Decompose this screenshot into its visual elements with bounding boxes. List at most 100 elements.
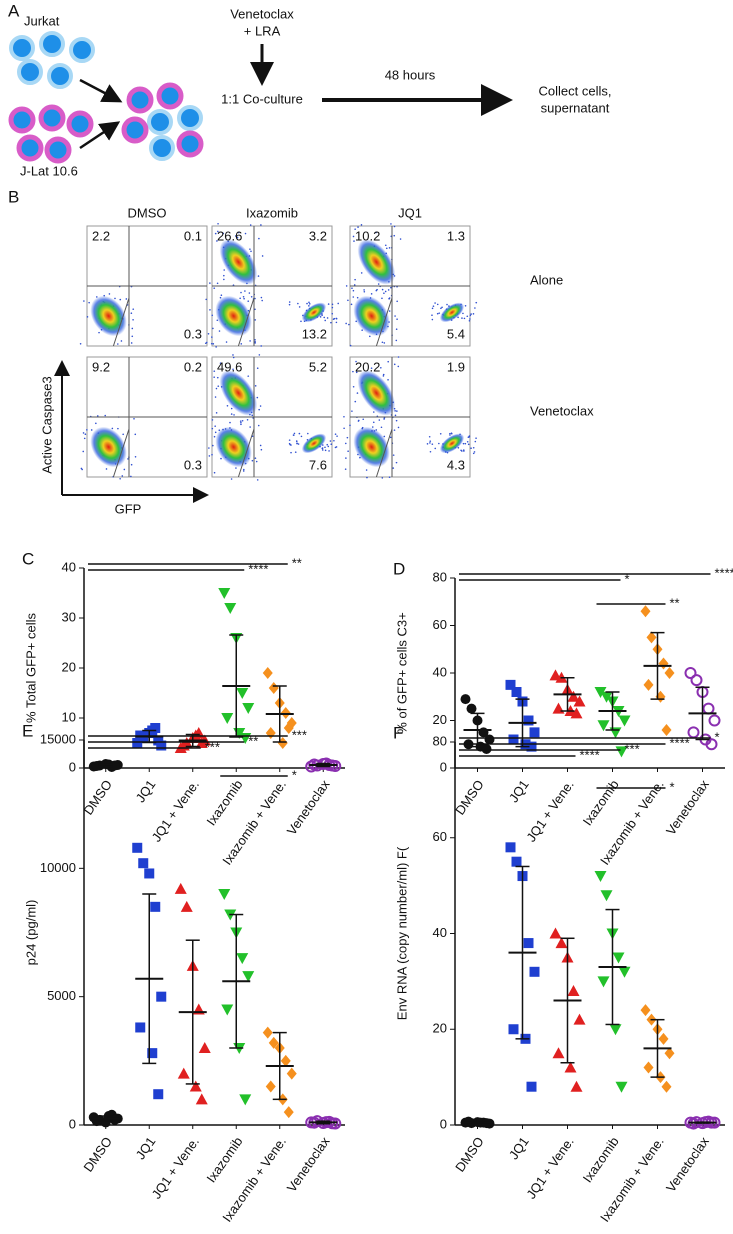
event-dot	[288, 301, 291, 303]
event-dot	[215, 387, 218, 390]
point	[132, 842, 143, 853]
event-dot	[214, 232, 217, 235]
point	[643, 678, 654, 691]
event-dot	[352, 370, 354, 373]
quadrant-value: 26.6	[217, 228, 242, 243]
y-tick-label: 15000	[40, 731, 76, 746]
event-dot	[353, 284, 356, 286]
x-tick-label: JQ1	[506, 777, 532, 805]
event-dot	[331, 312, 334, 315]
event-dot	[436, 312, 439, 315]
event-dot	[214, 425, 216, 427]
gate-line	[375, 428, 393, 478]
density-blob	[353, 295, 390, 337]
flow-plot: 20.2 1.9 4.3	[343, 356, 477, 479]
event-dot	[220, 294, 223, 296]
event-dot	[251, 459, 254, 462]
x-tick-label: DMSO	[80, 1134, 115, 1175]
flow-plot: 2.2 0.1 0.3	[79, 225, 208, 347]
event-dot	[365, 469, 368, 471]
event-dot	[354, 400, 357, 403]
event-dot	[211, 419, 214, 421]
event-dot	[238, 231, 240, 234]
event-dot	[88, 301, 90, 304]
event-dot	[349, 424, 351, 427]
event-dot	[134, 433, 137, 436]
event-dot	[260, 296, 263, 299]
event-dot	[336, 435, 338, 437]
event-dot	[331, 303, 334, 306]
event-dot	[226, 405, 229, 407]
event-dot	[352, 235, 355, 238]
event-dot	[472, 313, 475, 315]
x-tick-label: DMSO	[452, 1134, 487, 1175]
event-dot	[86, 429, 88, 431]
event-dot	[288, 442, 291, 445]
event-dot	[243, 297, 245, 300]
event-dot	[247, 375, 250, 377]
point	[567, 984, 580, 996]
point	[661, 1080, 672, 1093]
point	[268, 1036, 279, 1049]
event-dot	[290, 444, 292, 446]
point	[218, 588, 231, 599]
event-dot	[463, 317, 466, 320]
flow-plot: 49.6 5.2 7.6	[208, 354, 338, 481]
point	[236, 953, 249, 965]
point	[567, 690, 580, 702]
point	[265, 727, 276, 739]
event-dot	[431, 443, 434, 445]
event-dot	[438, 312, 441, 314]
y-axis-label: % Total GFP+ cells	[23, 613, 38, 723]
event-dot	[372, 421, 375, 424]
point	[195, 1093, 208, 1105]
event-dot	[300, 435, 303, 438]
x-tick-label: Venetoclax	[284, 1134, 333, 1195]
arrow	[79, 78, 123, 103]
event-dot	[434, 302, 436, 304]
panel-label: E	[22, 721, 33, 740]
event-dot	[213, 370, 216, 372]
event-dot	[394, 315, 396, 317]
event-dot	[217, 222, 219, 225]
event-dot	[324, 446, 326, 449]
event-dot	[233, 414, 235, 416]
point	[618, 715, 631, 727]
density-blob	[357, 370, 396, 416]
event-dot	[125, 298, 128, 300]
point	[615, 746, 628, 758]
event-dot	[346, 436, 349, 439]
event-dot	[462, 442, 465, 445]
event-dot	[377, 283, 380, 285]
event-dot	[324, 449, 327, 452]
event-dot	[457, 316, 459, 319]
quadrant-value: 0.1	[184, 228, 202, 243]
event-dot	[326, 317, 329, 319]
event-dot	[230, 429, 233, 431]
event-dot	[397, 356, 400, 358]
point	[180, 900, 193, 912]
panel-label: B	[8, 187, 19, 206]
event-dot	[261, 255, 264, 257]
quadrant-value: 9.2	[92, 359, 110, 374]
point	[570, 707, 583, 719]
event-dot	[222, 232, 225, 235]
y-tick-label: 10000	[40, 860, 76, 875]
event-dot	[321, 449, 324, 451]
y-tick-label: 20	[433, 1021, 447, 1036]
event-dot	[240, 421, 242, 424]
event-dot	[372, 411, 375, 413]
event-dot	[130, 475, 132, 478]
event-dot	[288, 303, 291, 306]
event-dot	[230, 478, 233, 480]
event-dot	[323, 316, 326, 319]
event-dot	[212, 343, 215, 345]
event-dot	[134, 456, 137, 458]
point	[690, 674, 703, 687]
event-dot	[468, 435, 471, 437]
event-dot	[469, 318, 471, 320]
event-dot	[351, 287, 353, 289]
event-dot	[343, 427, 345, 430]
event-dot	[257, 424, 260, 427]
